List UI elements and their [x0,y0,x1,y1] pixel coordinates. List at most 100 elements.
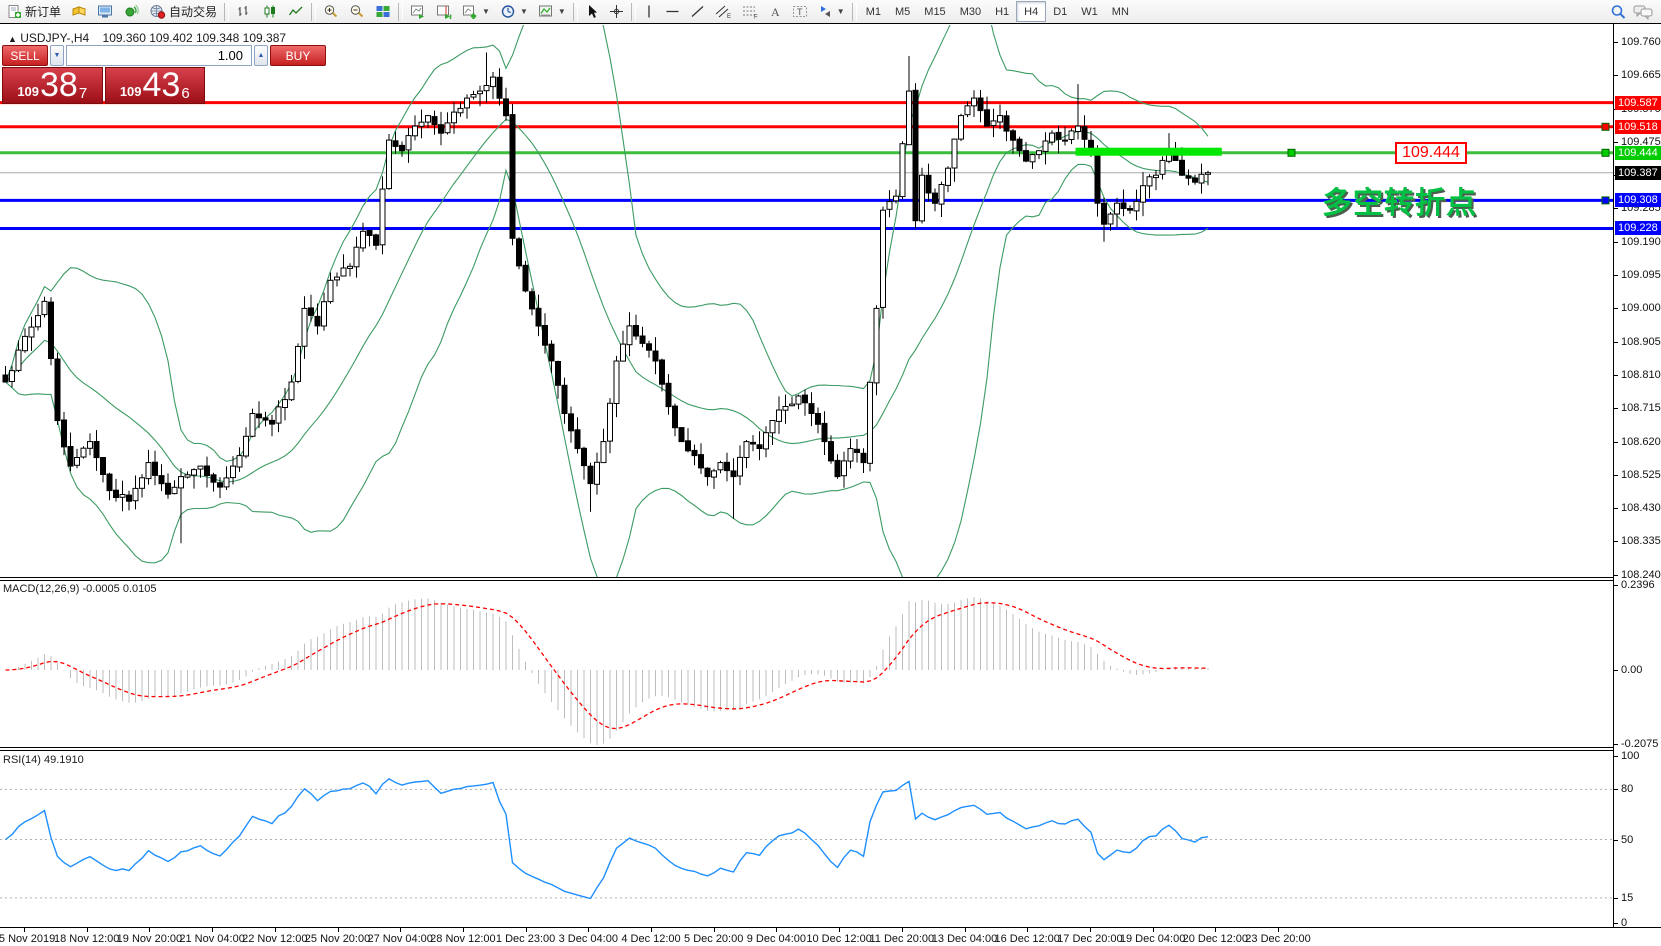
templates-dropdown-caret[interactable]: ▼ [557,7,566,16]
date-tick [462,928,464,932]
timeframe-h4-button[interactable]: H4 [1016,1,1047,22]
text-icon: A [771,5,780,19]
rsi-scale-tick [1614,923,1618,924]
date-tick [212,928,214,932]
chart-line-button[interactable] [283,1,309,22]
sell-button[interactable]: SELL [2,45,48,66]
zoom-out-button[interactable] [344,1,370,22]
price-tick [1614,141,1618,143]
timeframe-m30-button[interactable]: M30 [959,5,982,18]
macd-scale-tick [1614,585,1618,586]
vertical-line-button[interactable] [638,1,660,22]
new-order-button[interactable]: 新订单 [2,1,66,22]
price-tick [1614,208,1618,210]
rsi-indicator-label: RSI(14) 49.1910 [3,754,84,766]
turning-point-annotation: 多空转折点 [1322,187,1477,220]
timeframe-toolbar: M1 M5 M15 M30 H1 H4 D1 W1 MN [859,1,1136,22]
date-label: 22 Nov 12:00 [242,933,308,945]
chat-icon[interactable] [1633,4,1653,20]
macd-indicator-label: MACD(12,26,9) -0.0005 0.0105 [3,583,157,595]
rsi-scale-tick [1614,756,1618,757]
volume-input[interactable] [66,45,252,66]
zoom-in-button[interactable] [318,1,344,22]
date-tick [525,928,527,932]
timeframe-m15-button[interactable]: M15 [924,5,946,18]
timeframe-h1-button[interactable]: H1 [995,5,1010,18]
trendline-button[interactable] [685,1,710,22]
price-tick [1614,275,1618,277]
macd-scale-label: 0.2396 [1621,579,1655,591]
price-level-tag[interactable]: 109.444 [1395,142,1467,164]
date-tick [1278,928,1279,932]
timeframe-w1-button[interactable]: W1 [1081,5,1098,18]
macd-scale-tick [1614,743,1618,745]
auto-scroll-button[interactable] [405,1,431,22]
metaeditor-icon [72,6,86,16]
price-tick [1614,42,1618,43]
timeframe-d1-button[interactable]: D1 [1053,5,1068,18]
chart-candles-button[interactable] [257,1,283,22]
timeframe-m5-button[interactable]: M5 [895,5,911,18]
date-tick [86,928,88,932]
volume-decrease-button[interactable]: ▼ [50,45,64,66]
text-label-button[interactable]: T [787,1,813,22]
timeframe-m1-button[interactable]: M1 [865,5,881,18]
arrows-dropdown-caret[interactable]: ▼ [836,7,845,16]
price-scale[interactable]: 109.760109.665109.570109.475109.380109.2… [1613,24,1661,929]
templates-button[interactable]: ▼ [533,1,571,22]
date-label: 18 Nov 12:00 [53,933,120,945]
date-tick [713,928,715,932]
tile-windows-button[interactable] [370,1,396,22]
buy-button[interactable]: BUY [270,45,326,66]
sell-price-button[interactable]: 109 38 7 [2,67,103,104]
periods-button[interactable]: ▼ [495,1,533,22]
macd-pane[interactable] [0,581,1613,747]
date-label: 17 Dec 20:00 [1057,933,1123,945]
text-label-icon: T [792,6,807,17]
one-click-trading-panel: SELL ▼ ▲ BUY 109 38 7 109 43 6 [2,45,326,104]
metaeditor-button[interactable] [66,1,92,22]
arrows-button[interactable]: ▼ [813,1,850,22]
price-tick [1614,241,1618,243]
pane-separator[interactable] [0,577,1613,581]
date-tick [149,928,151,932]
horizontal-line-button[interactable] [660,1,685,22]
timeframe-mn-button[interactable]: MN [1111,5,1129,18]
indicators-button[interactable]: ▼ [457,1,495,22]
rsi-scale-label: 80 [1621,783,1634,796]
tile-windows-icon [376,6,390,17]
symbol-label: USDJPY-,H4 [20,31,90,45]
buy-price-pip: 6 [181,85,190,102]
autotrading-button[interactable]: 自动交易 [144,1,222,22]
strategy-tester-button[interactable] [118,1,144,22]
date-tick [337,928,339,932]
price-chart-pane[interactable] [0,25,1613,577]
terminal-icon [98,5,113,18]
text-button[interactable]: A [764,1,787,22]
rsi-scale-label: 0 [1621,917,1628,929]
buy-price-button[interactable]: 109 43 6 [104,67,205,104]
price-tick-label: 109.000 [1621,302,1661,315]
date-tick [588,928,590,932]
rsi-scale-label: 100 [1621,750,1640,762]
chart-bars-button[interactable] [231,1,257,22]
indicators-dropdown-caret[interactable]: ▼ [482,7,490,16]
cursor-button[interactable] [580,1,604,22]
date-label: 4 Dec 12:00 [621,933,681,945]
volume-increase-button[interactable]: ▲ [254,45,268,66]
periods-dropdown-caret[interactable]: ▼ [519,7,528,16]
svg-text:E: E [727,14,731,19]
pane-separator[interactable] [0,747,1613,751]
chart-shift-button[interactable] [431,1,457,22]
equidistant-channel-button[interactable]: E [710,1,737,22]
rsi-pane[interactable] [0,751,1613,927]
cursor-icon [588,5,597,18]
crosshair-button[interactable] [604,1,629,22]
search-icon[interactable] [1610,4,1627,20]
terminal-button[interactable] [92,1,118,22]
indicators-icon [463,5,477,19]
fibonacci-button[interactable]: F [737,1,764,22]
new-order-label: 新订单 [25,5,62,19]
rsi-scale-tick [1614,897,1618,899]
